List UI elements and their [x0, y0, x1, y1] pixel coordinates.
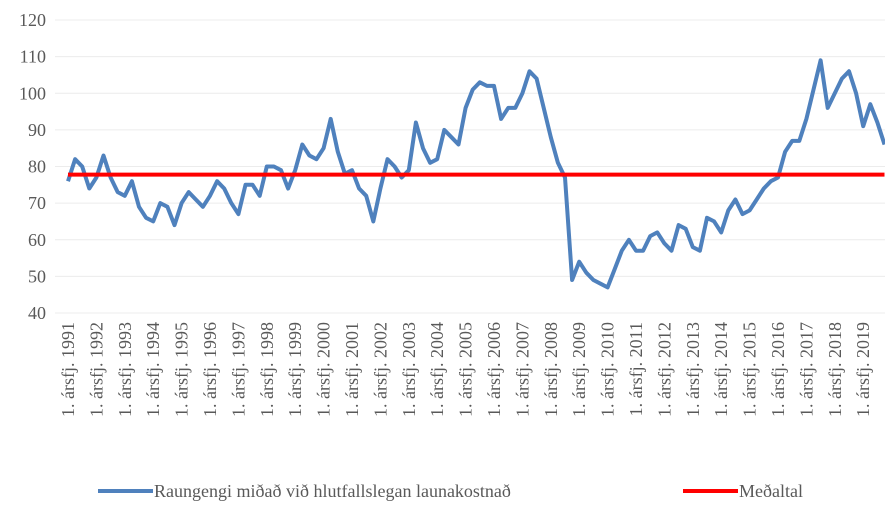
y-tick-label: 50 [28, 266, 46, 286]
x-tick-label: 1. ársfj. 1994 [143, 322, 163, 417]
x-tick-label: 1. ársfj. 1993 [115, 322, 135, 417]
x-tick-label: 1. ársfj. 2008 [541, 322, 561, 417]
y-tick-label: 80 [28, 157, 46, 177]
x-tick-label: 1. ársfj. 2016 [768, 322, 788, 417]
x-tick-label: 1. ársfj. 1991 [58, 322, 78, 417]
y-tick-label: 90 [28, 120, 46, 140]
x-tick-label: 1. ársfj. 2003 [399, 322, 419, 417]
x-tick-label: 1. ársfj. 1995 [172, 322, 192, 417]
data-line [66, 58, 885, 290]
x-tick-label: 1. ársfj. 2018 [825, 322, 845, 417]
x-tick-label: 1. ársfj. 1999 [285, 322, 305, 417]
x-tick-label: 1. ársfj. 2012 [654, 322, 674, 417]
x-tick-label: 1. ársfj. 2015 [740, 322, 760, 417]
legend-label: Meðaltal [739, 481, 803, 501]
x-tick-label: 1. ársfj. 2014 [711, 322, 731, 417]
y-tick-label: 60 [28, 230, 46, 250]
x-tick-label: 1. ársfj. 2005 [456, 322, 476, 417]
y-tick-label: 70 [28, 193, 46, 213]
x-tick-label: 1. ársfj. 2001 [342, 322, 362, 417]
x-tick-label: 1. ársfj. 2019 [853, 322, 873, 417]
x-tick-label: 1. ársfj. 2017 [796, 322, 816, 417]
legend-label: Raungengi miðað við hlutfallslegan launa… [154, 481, 511, 501]
y-tick-label: 120 [19, 10, 46, 30]
x-tick-label: 1. ársfj. 1992 [86, 322, 106, 417]
x-tick-label: 1. ársfj. 1998 [257, 322, 277, 417]
x-tick-label: 1. ársfj. 1996 [200, 322, 220, 417]
x-tick-label: 1. ársfj. 2013 [683, 322, 703, 417]
x-tick-label: 1. ársfj. 2009 [569, 322, 589, 417]
x-tick-label: 1. ársfj. 2010 [598, 322, 618, 417]
x-tick-label: 1. ársfj. 2011 [626, 322, 646, 416]
x-tick-label: 1. ársfj. 2007 [512, 322, 532, 417]
x-tick-label: 1. ársfj. 2006 [484, 322, 504, 417]
y-tick-label: 40 [28, 303, 46, 323]
y-tick-label: 100 [19, 83, 46, 103]
x-tick-label: 1. ársfj. 2004 [427, 322, 447, 417]
x-tick-label: 1. ársfj. 2002 [370, 322, 390, 417]
x-tick-label: 1. ársfj. 2000 [314, 322, 334, 417]
x-tick-label: 1. ársfj. 1997 [228, 322, 248, 417]
y-tick-label: 110 [20, 47, 46, 67]
